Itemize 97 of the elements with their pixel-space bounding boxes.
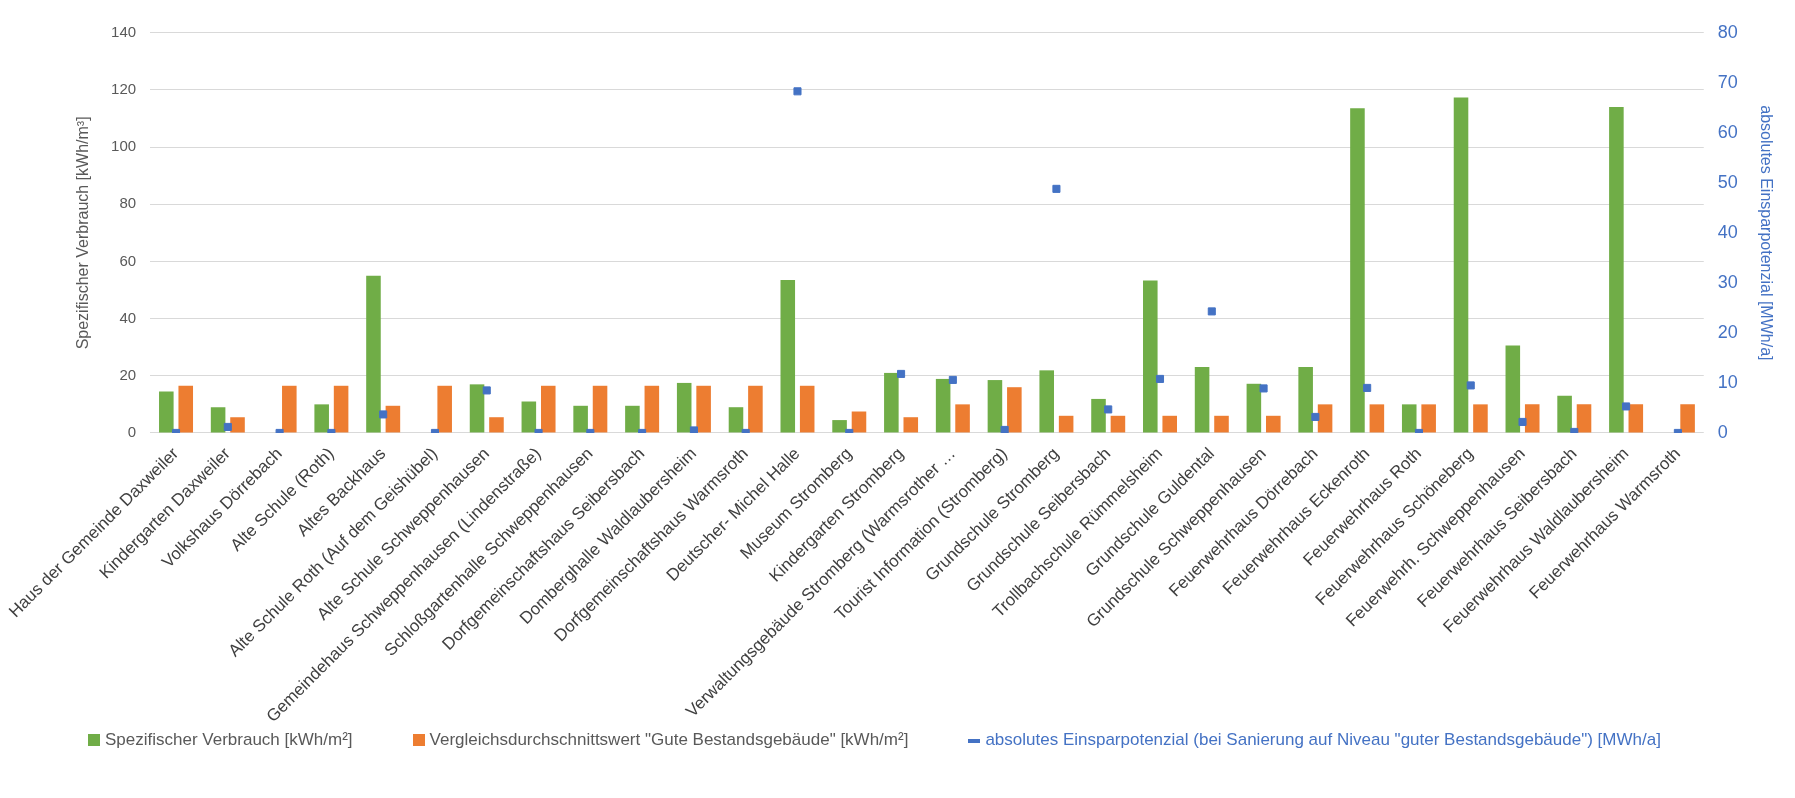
point xyxy=(379,410,388,419)
point xyxy=(1259,384,1268,393)
bar xyxy=(780,280,796,433)
y-tick-label: 0 xyxy=(127,423,137,441)
point xyxy=(689,426,698,433)
point xyxy=(1155,374,1165,383)
y2-tick-label: 0 xyxy=(1717,421,1728,442)
bar xyxy=(1421,404,1436,433)
bar xyxy=(676,382,692,433)
point xyxy=(1622,402,1631,411)
y2-tick-label: 80 xyxy=(1717,21,1738,42)
bar xyxy=(955,404,970,433)
y-tick-label: 120 xyxy=(111,80,137,98)
bar xyxy=(282,385,297,433)
point xyxy=(482,386,491,395)
bar xyxy=(625,405,640,433)
bar xyxy=(884,372,899,433)
y2-tick-label: 30 xyxy=(1717,271,1738,292)
bar xyxy=(366,275,381,433)
y2-tick-label: 10 xyxy=(1717,371,1738,392)
bar xyxy=(1680,404,1695,433)
bar xyxy=(469,384,485,433)
bar xyxy=(540,385,556,433)
bar xyxy=(1162,415,1177,433)
bar xyxy=(1505,345,1521,433)
bar xyxy=(748,385,763,433)
legend-label: absolutes Einsparpotenzial (bei Sanierung auf Niveau "guter Bestandsgebäude") [MWh/a] xyxy=(985,730,1661,750)
legend-label: Vergleichsdurchschnittswert "Gute Bestandsgebäude" [kWh/m²] xyxy=(429,730,909,750)
bar xyxy=(1317,404,1333,433)
bar xyxy=(1350,108,1365,433)
bar xyxy=(178,385,194,433)
y2-tick-label: 60 xyxy=(1717,121,1738,142)
bar xyxy=(1453,97,1469,433)
point xyxy=(1518,417,1527,426)
bar xyxy=(1007,387,1022,433)
bar xyxy=(987,380,1003,433)
bar xyxy=(1194,366,1210,433)
y2-tick-label: 50 xyxy=(1717,171,1738,192)
bar xyxy=(1214,415,1229,433)
y2-tick-label: 40 xyxy=(1717,221,1738,242)
point xyxy=(1466,381,1475,390)
bar xyxy=(385,405,401,433)
y-tick-label: 80 xyxy=(119,194,137,212)
bar xyxy=(1576,404,1592,433)
bar xyxy=(696,385,711,433)
bar xyxy=(521,401,537,433)
point xyxy=(1104,405,1113,414)
bar xyxy=(159,391,174,433)
bar xyxy=(592,385,608,433)
y-tick-label: 40 xyxy=(119,308,137,326)
bar xyxy=(1557,395,1572,433)
bar xyxy=(1609,107,1624,433)
point xyxy=(1207,307,1216,316)
legend-label: Spezifischer Verbrauch [kWh/m²] xyxy=(105,730,353,750)
bar xyxy=(230,417,245,433)
y2-tick-label: 20 xyxy=(1717,321,1738,342)
y-axis-title: Spezifischer Verbrauch [kWh/m³] xyxy=(73,116,91,350)
bar xyxy=(1524,404,1540,433)
bar xyxy=(903,417,919,433)
bar xyxy=(333,385,349,433)
bar xyxy=(314,404,329,433)
y-tick-label: 20 xyxy=(119,365,137,383)
bar xyxy=(851,411,867,433)
bar xyxy=(1401,404,1417,433)
bar xyxy=(1246,383,1262,433)
bar xyxy=(1110,415,1126,433)
bar xyxy=(935,378,951,433)
point xyxy=(1052,184,1061,193)
bar xyxy=(489,417,504,433)
bar xyxy=(573,405,588,433)
bar xyxy=(644,385,660,433)
bar xyxy=(728,407,744,433)
bar xyxy=(1266,415,1281,433)
y2-tick-label: 70 xyxy=(1717,71,1738,92)
bar xyxy=(210,407,226,433)
bar xyxy=(1628,404,1644,433)
y-tick-label: 140 xyxy=(111,22,137,40)
point xyxy=(1000,425,1009,433)
point xyxy=(1311,412,1320,421)
y2-axis-title: absolutes Einsparpotenzial [MWh/a] xyxy=(1757,105,1775,361)
bar xyxy=(437,385,452,433)
bar xyxy=(1369,404,1385,433)
bar xyxy=(799,385,815,433)
point xyxy=(948,375,957,384)
point xyxy=(897,369,906,378)
bar xyxy=(1039,370,1054,433)
y-tick-label: 60 xyxy=(119,251,137,269)
bar xyxy=(832,420,847,433)
point xyxy=(223,422,232,431)
bar xyxy=(1473,404,1488,433)
point xyxy=(1363,383,1372,392)
bar xyxy=(1091,398,1106,433)
point xyxy=(793,87,802,96)
bar xyxy=(1058,415,1074,433)
bar xyxy=(1143,280,1158,433)
y-tick-label: 100 xyxy=(111,137,137,155)
bar xyxy=(1298,366,1313,433)
